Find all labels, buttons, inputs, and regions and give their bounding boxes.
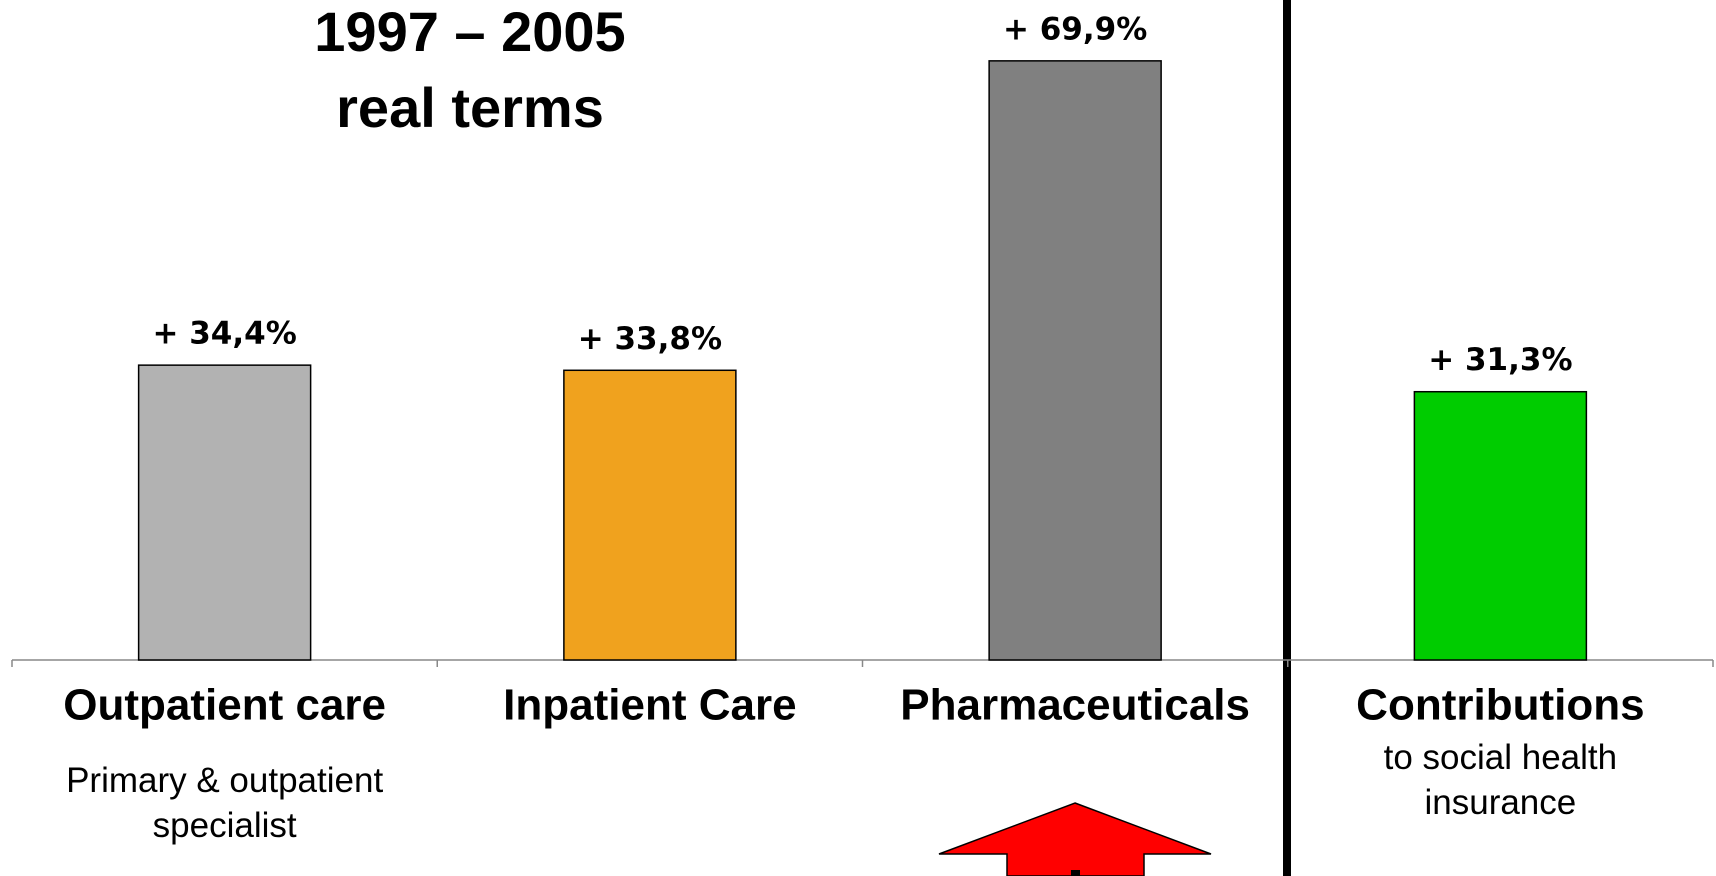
value-label: + 31,3% — [1428, 342, 1572, 378]
value-label: + 34,4% — [152, 316, 296, 352]
x-tick-label: Pharmaceuticals — [900, 681, 1250, 730]
x-tick-label: Contributions — [1356, 681, 1644, 730]
category-note: to social health insurance — [1383, 738, 1618, 822]
bar — [1413, 390, 1588, 661]
bar — [563, 369, 737, 661]
arrow — [938, 802, 1212, 876]
x-tick-label: Outpatient care — [63, 681, 386, 730]
bar — [137, 364, 312, 661]
bar — [988, 60, 1162, 661]
arrow-mark — [1071, 870, 1080, 876]
chart-title: 1997 – 2005 — [314, 0, 625, 63]
x-tick-label: Inpatient Care — [503, 681, 796, 730]
value-label: + 69,9% — [1003, 11, 1147, 47]
chart-subtitle: real terms — [336, 76, 604, 139]
value-label: + 33,8% — [578, 321, 722, 357]
category-note: Primary & outpatient specialist — [66, 761, 384, 845]
